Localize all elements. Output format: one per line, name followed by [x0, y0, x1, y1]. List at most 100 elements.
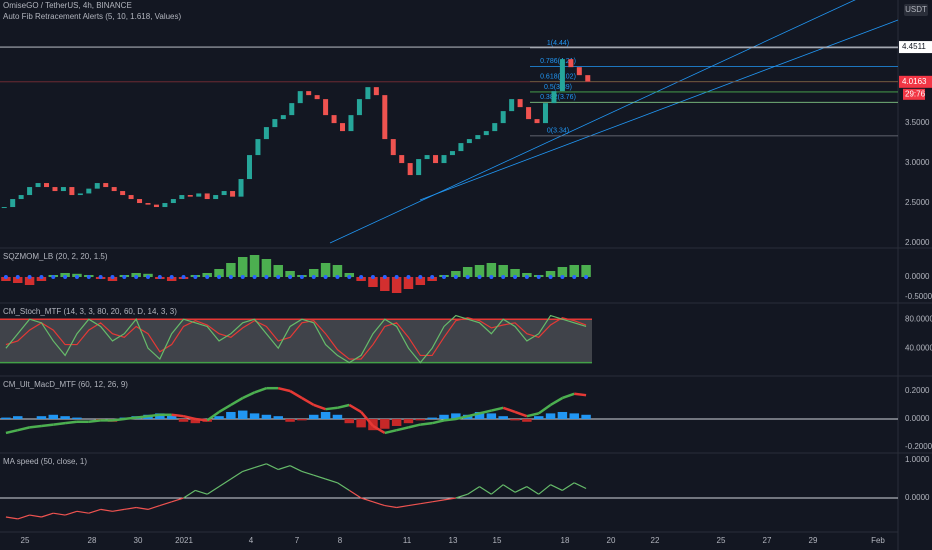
indicator-segment [431, 419, 445, 425]
squeeze-dot [39, 275, 44, 279]
indicator-segment [491, 406, 504, 412]
stoch-line [5, 314, 587, 364]
time-label: 7 [295, 536, 300, 545]
candle-body [475, 135, 481, 140]
candle-body [576, 67, 582, 76]
squeeze-dot [264, 275, 269, 279]
candle-body [103, 183, 109, 188]
indicator-segment [325, 406, 338, 411]
squeeze-dot [110, 275, 115, 279]
histogram-bar [533, 416, 544, 419]
candle-body [128, 195, 134, 200]
histogram-bar [486, 263, 497, 277]
histogram-bar [332, 265, 343, 277]
squeeze-dot [98, 275, 103, 279]
candle-body [382, 95, 388, 140]
squeeze-dot [3, 275, 8, 279]
histogram-bar [320, 263, 331, 277]
indicator-segment [88, 508, 101, 514]
squeeze-dot [394, 275, 399, 279]
candle-body [407, 163, 413, 176]
indicator-segment [195, 417, 208, 422]
indicator-segment [230, 396, 244, 407]
indicator-segment [301, 396, 315, 407]
stoch-line [5, 317, 587, 360]
histogram-bar [273, 265, 283, 277]
indicator-segment [443, 417, 456, 422]
indicator-segment [17, 426, 30, 432]
candle-body [365, 87, 371, 100]
histogram-bar [166, 414, 177, 419]
currency-badge[interactable] [904, 4, 928, 16]
indicator-segment [218, 403, 232, 414]
squeeze-dot [228, 275, 233, 279]
histogram-bar [13, 277, 23, 283]
fib-label: 0.382(3.76) [540, 94, 576, 101]
candle-body [323, 99, 329, 116]
histogram-bar [332, 414, 343, 419]
y-tick-label: 0.2000 [905, 386, 930, 395]
squeeze-dot [489, 275, 494, 279]
squeeze-dot [584, 275, 589, 279]
indicator-segment [573, 482, 587, 490]
histogram-bar [320, 411, 331, 419]
band-fill [0, 319, 592, 363]
y-tick-label: 0.0000 [905, 272, 930, 281]
indicator-segment [348, 403, 362, 414]
squeeze-dot [157, 275, 162, 279]
histogram-bar [510, 418, 520, 421]
candle-body [314, 95, 320, 100]
indicator-segment [526, 412, 540, 418]
indicator-segment [408, 503, 421, 507]
pane-legend: Auto Fib Retracement Alerts (5, 10, 1.61… [3, 12, 182, 21]
pane-legend: MA speed (50, close, 1) [3, 457, 87, 466]
candle-body [272, 119, 278, 128]
indicator-segment [550, 484, 563, 491]
squeeze-dot [252, 275, 257, 279]
candle-body [221, 191, 227, 196]
candle-body [340, 123, 346, 132]
candle-body [542, 103, 548, 124]
histogram-bar [237, 257, 248, 277]
time-label: 29 [809, 536, 818, 545]
indicator-segment [183, 489, 196, 499]
pane-legend: CM_Ult_MacD_MTF (60, 12, 26, 9) [3, 380, 128, 389]
histogram-bar [249, 413, 260, 419]
candle-body [120, 191, 126, 196]
indicator-segment [147, 413, 160, 418]
histogram-bar [60, 416, 70, 419]
squeeze-dot [169, 275, 174, 279]
currency[interactable]: USDT [905, 5, 927, 14]
indicator-segment [479, 409, 492, 415]
squeeze-dot [501, 275, 506, 279]
pane-legend: CM_Stoch_MTF (14, 3, 3, 80, 20, 60, D, 1… [3, 307, 177, 316]
indicator-segment [396, 505, 409, 509]
candle-body [1, 207, 7, 209]
candle-body [585, 75, 591, 82]
indicator-segment [455, 414, 468, 421]
squeeze-dot [134, 275, 139, 279]
indicator-segment [218, 478, 232, 488]
indicator-segment [41, 423, 54, 428]
y-tick-label: 2.0000 [905, 238, 930, 247]
candle-body [551, 91, 557, 104]
indicator-segment [526, 486, 540, 495]
indicator-segment [574, 392, 587, 397]
y-tick-label: 0.0000 [905, 414, 930, 423]
time-label: 20 [607, 536, 616, 545]
histogram-bar [569, 265, 579, 277]
squeeze-dot [359, 275, 364, 279]
candle-body [373, 87, 379, 96]
indicator-segment [360, 497, 374, 503]
squeeze-dot [572, 275, 577, 279]
histogram-bar [356, 418, 366, 428]
candle-body [35, 183, 41, 188]
histogram-bar [309, 414, 319, 419]
indicator-segment [561, 392, 575, 400]
squeeze-dot [27, 275, 32, 279]
candle-body [280, 115, 286, 120]
histogram-bar [545, 413, 556, 419]
histogram-bar [178, 418, 189, 422]
candle-body [416, 159, 422, 176]
candle-body [424, 155, 430, 160]
